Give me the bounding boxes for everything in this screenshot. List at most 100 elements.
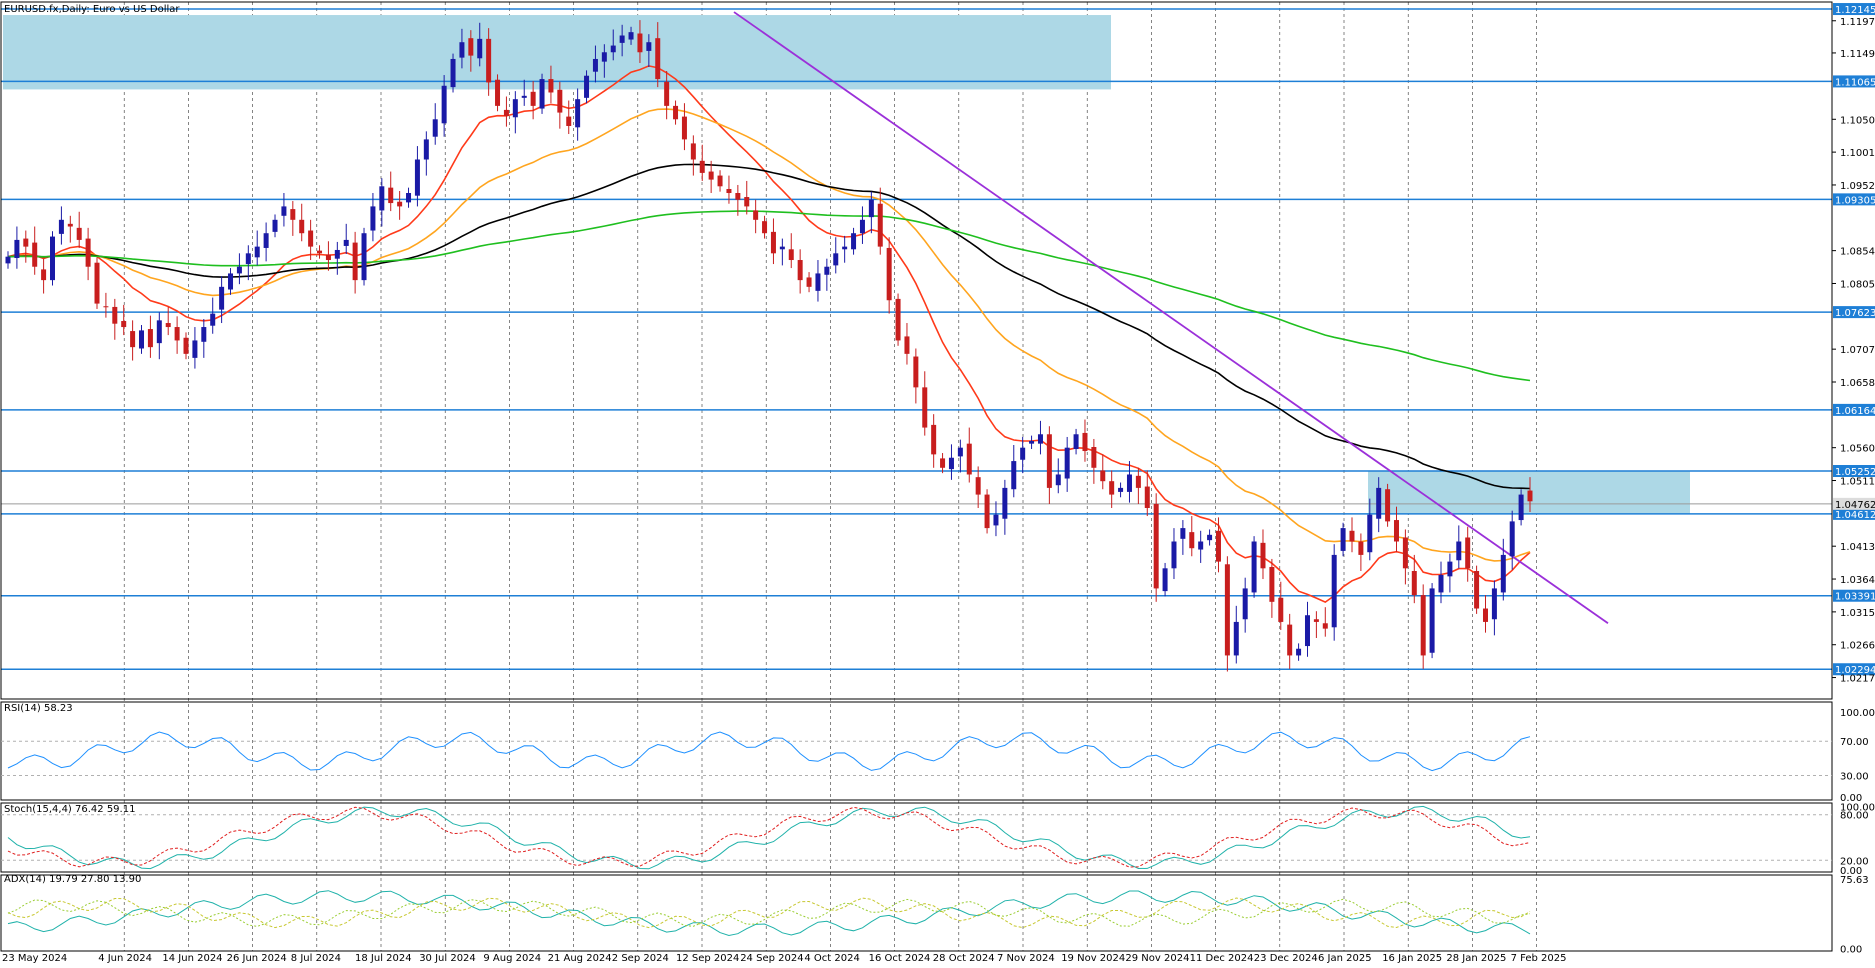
x-tick-label: 26 Jun 2024 [227, 953, 287, 964]
level-tag-box [1833, 75, 1875, 88]
candle-body [859, 219, 865, 234]
candle-body [673, 105, 679, 120]
candle-body [156, 320, 162, 344]
stoch-signal-line [7, 806, 1531, 868]
candle-body [1073, 434, 1079, 450]
candle-body [708, 171, 714, 180]
candle-body [486, 38, 492, 83]
x-tick-label: 18 Jul 2024 [355, 953, 412, 964]
candle-body [1144, 486, 1150, 508]
descending-trendline [733, 11, 1609, 625]
candle-body [966, 443, 972, 475]
y-tick-label: 1.08050 [1840, 279, 1875, 290]
candle-body [1474, 570, 1480, 609]
candle-body [432, 119, 438, 137]
candle-body [904, 336, 910, 354]
candle-body [1046, 434, 1052, 488]
candle-body [236, 266, 242, 274]
x-tick-label: 2 Sep 2024 [612, 953, 669, 964]
candle-body [139, 330, 145, 349]
candle-body [1367, 514, 1373, 553]
candle-body [1376, 487, 1382, 519]
upper-resistance-zone [3, 15, 1111, 90]
candle-body [1491, 588, 1497, 620]
candle-body [397, 201, 403, 207]
candle-body [824, 266, 830, 275]
candle-body [1198, 541, 1204, 550]
candle-body [512, 99, 518, 118]
adx-line [7, 890, 1531, 937]
candle-body [254, 246, 260, 258]
candle-body [1269, 566, 1275, 602]
y-tick-label: 1.04130 [1840, 542, 1875, 553]
candle-body [779, 246, 785, 250]
candle-body [370, 206, 376, 231]
candle-body [112, 306, 118, 324]
candle-body [1429, 588, 1435, 653]
level-tag-box [1833, 663, 1875, 676]
candle-body [1518, 494, 1524, 521]
indicator-panels [0, 1, 1833, 952]
x-tick-label: 30 Jul 2024 [419, 953, 476, 964]
x-tick-label: 14 Jun 2024 [162, 953, 222, 964]
candle-body [245, 253, 251, 265]
candle-body [530, 91, 536, 106]
level-tag-text: 1.05252 [1835, 467, 1875, 478]
candle-body [548, 79, 554, 93]
candle-body [406, 193, 412, 203]
moving-average-line [7, 108, 1531, 562]
candle-body [877, 203, 883, 247]
y-tick-label: 1.11970 [1840, 17, 1875, 28]
x-tick-label: 7 Nov 2024 [997, 953, 1055, 964]
candle-body [1438, 575, 1444, 593]
candle-body [201, 327, 207, 342]
candle-body [1296, 648, 1302, 656]
candle-body [1189, 532, 1195, 549]
candle-body [1385, 489, 1391, 522]
candle-body [32, 242, 38, 267]
candle-body [1260, 542, 1266, 569]
candle-body [281, 206, 287, 216]
candle-body [557, 89, 563, 113]
level-tag-box [1833, 193, 1875, 206]
candle-body [1527, 490, 1533, 502]
candle-body [228, 273, 234, 290]
level-tag-text: 1.09305 [1835, 195, 1875, 206]
candle-body [1153, 503, 1159, 589]
candle-body [592, 58, 598, 72]
candle-body [797, 260, 803, 281]
level-price-tag: 1.04612 [1833, 507, 1875, 521]
candle-body [1037, 434, 1043, 444]
candle-body [1207, 534, 1213, 541]
y-tick-label: 1.02170 [1840, 674, 1875, 685]
stoch-panel-frame [0, 802, 1833, 873]
candle-body [922, 387, 928, 428]
candle-body [753, 210, 759, 220]
candle-body [1393, 520, 1399, 542]
candle-body [975, 477, 981, 495]
candle-body [423, 139, 429, 160]
level-tag-box [1833, 589, 1875, 602]
trendline [733, 11, 1609, 625]
candle-body [183, 337, 189, 354]
candle-body [1304, 615, 1310, 647]
candle-body [806, 277, 812, 287]
candle-body [1322, 623, 1328, 629]
candle-body [94, 262, 100, 304]
candle-body [58, 219, 64, 234]
x-tick-label: 21 Aug 2024 [548, 953, 612, 964]
candle-body [601, 52, 607, 62]
candle-body [868, 199, 874, 218]
candle-body [343, 239, 349, 246]
level-tag-box [1833, 403, 1875, 416]
adx-label: ADX(14) 19.79 27.80 13.90 [4, 874, 141, 885]
candle-body [1029, 440, 1035, 444]
adx-plus-di-line [7, 897, 1531, 929]
candle-body [290, 209, 296, 220]
y-tick-label: 1.05600 [1840, 444, 1875, 455]
candle-body [325, 254, 331, 261]
candle-body [931, 424, 937, 455]
candle-body [1411, 570, 1417, 596]
